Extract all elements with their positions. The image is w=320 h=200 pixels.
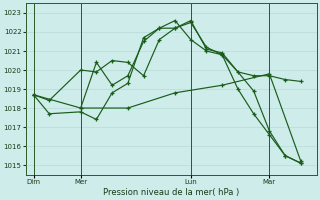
X-axis label: Pression niveau de la mer( hPa ): Pression niveau de la mer( hPa ) bbox=[103, 188, 239, 197]
